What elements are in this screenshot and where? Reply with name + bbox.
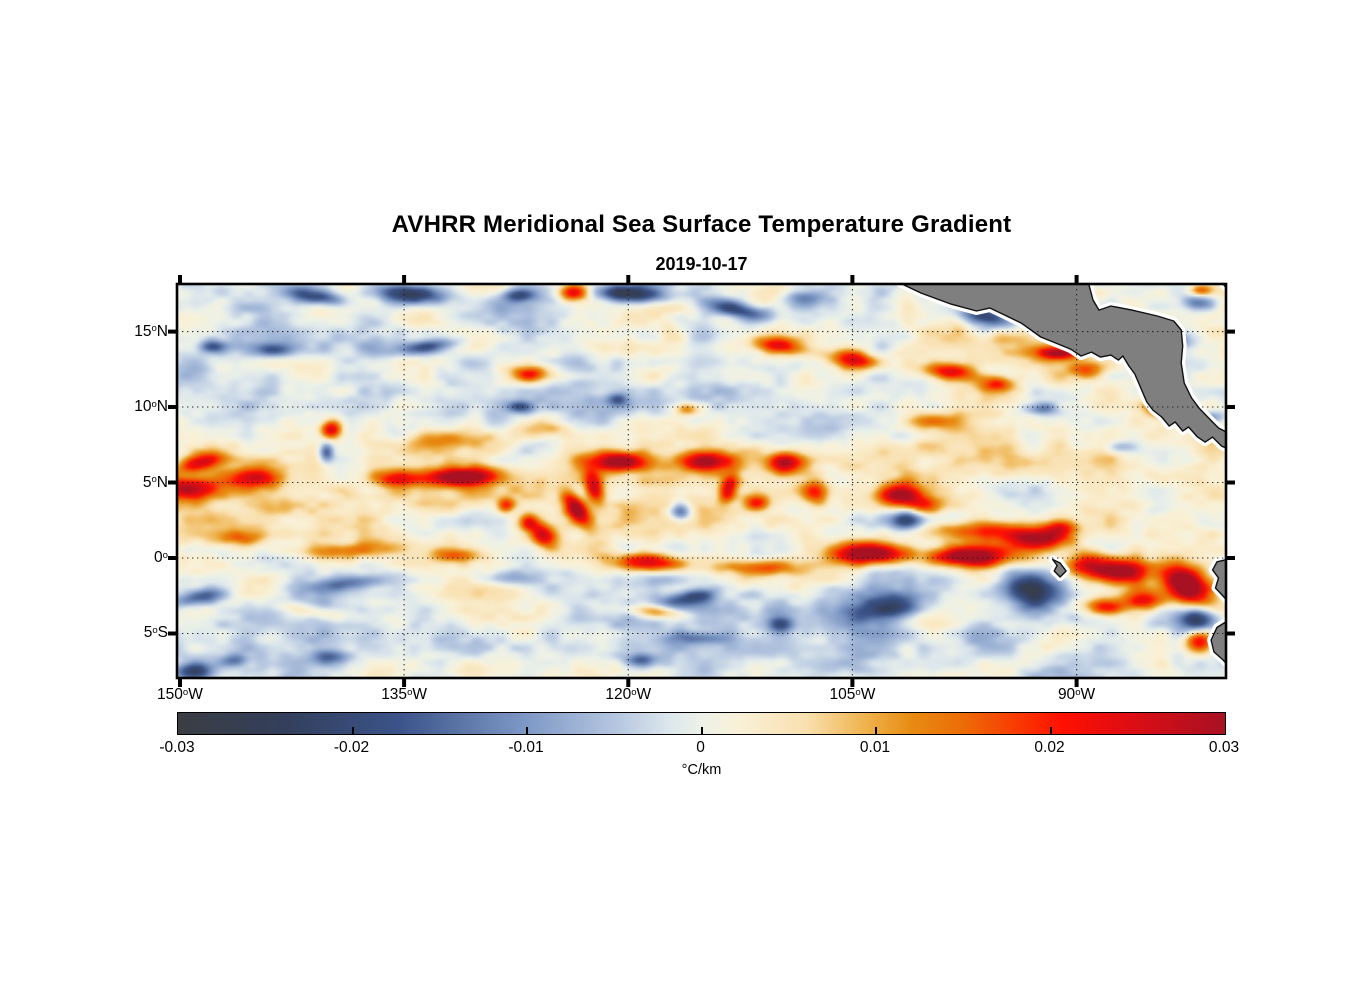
y-tickmark: [1226, 631, 1235, 636]
degree-symbol: o: [1075, 686, 1081, 698]
y-tick-label: 5oS: [143, 624, 168, 642]
y-tickmark: [1226, 556, 1235, 560]
x-tickmark: [850, 678, 855, 687]
x-tick-label: 135oW: [381, 686, 428, 703]
colorbar-unit-label: °C/km: [681, 762, 722, 778]
chart-date-subtitle: 2019-10-17: [655, 254, 748, 274]
colorbar: [177, 712, 1226, 735]
colorbar-tick-label: -0.01: [508, 739, 544, 756]
degree-symbol: o: [182, 686, 189, 698]
x-tickmark: [850, 275, 855, 284]
chart-title: AVHRR Meridional Sea Surface Temperature…: [391, 211, 1012, 238]
y-tickmark: [1226, 480, 1235, 485]
colorbar-tick-label: -0.03: [159, 739, 195, 756]
y-tickmark: [168, 405, 177, 409]
colorbar-tickmark: [875, 727, 877, 734]
x-tick-label: 120oW: [605, 686, 652, 703]
land-mass: [900, 284, 1226, 449]
plot-frame: [175, 282, 1228, 680]
x-tickmark: [626, 275, 631, 284]
colorbar-tickmark: [526, 727, 528, 734]
degree-symbol: o: [152, 625, 158, 637]
sst-gradient-heatmap: [177, 284, 1226, 678]
colorbar-tickmark: [351, 727, 354, 734]
x-tickmark: [1074, 678, 1079, 687]
land-mass: [1210, 621, 1226, 665]
degree-symbol: o: [151, 474, 157, 486]
y-tickmark: [168, 329, 177, 334]
colorbar-gradient: [178, 713, 1225, 734]
colorbar-tick-label: 0.02: [1034, 739, 1065, 756]
map-overlay: [168, 275, 1235, 687]
degree-symbol: o: [151, 398, 157, 410]
colorbar-tick-label: 0.03: [1208, 739, 1240, 756]
degree-symbol: o: [151, 323, 157, 335]
x-tick-label: 90oW: [1057, 686, 1096, 703]
x-tick-label: 150oW: [157, 686, 203, 703]
y-tick-label: 5oN: [142, 473, 168, 491]
map-plot-area: [168, 275, 1235, 687]
colorbar-tick-label: 0: [696, 739, 705, 756]
x-tick-label: 105oW: [829, 686, 876, 703]
island-galapagos: [1052, 558, 1067, 578]
colorbar-tick-label: 0.01: [859, 739, 891, 756]
x-tickmark: [402, 275, 407, 284]
colorbar-tickmark: [700, 727, 703, 734]
x-tickmark: [626, 678, 631, 687]
y-tickmark: [1226, 405, 1235, 409]
y-tickmark: [1226, 329, 1235, 334]
x-tickmark: [178, 275, 182, 284]
y-tickmark: [168, 631, 177, 636]
degree-symbol: o: [407, 686, 413, 698]
degree-symbol: o: [855, 686, 861, 698]
y-tickmark: [168, 480, 177, 485]
y-tick-label: 15oN: [134, 322, 168, 340]
colorbar-tickmark: [1049, 727, 1052, 734]
y-tick-label: 0o: [154, 548, 168, 566]
x-tickmark: [178, 678, 182, 687]
y-tick-label: 10oN: [134, 398, 168, 416]
colorbar-tick-label: -0.02: [333, 739, 370, 756]
y-tickmark: [168, 556, 177, 560]
land-mass: [1211, 559, 1226, 601]
degree-symbol: o: [631, 686, 637, 698]
x-tickmark: [1074, 275, 1079, 284]
x-tickmark: [402, 678, 407, 687]
degree-symbol: o: [162, 549, 168, 561]
